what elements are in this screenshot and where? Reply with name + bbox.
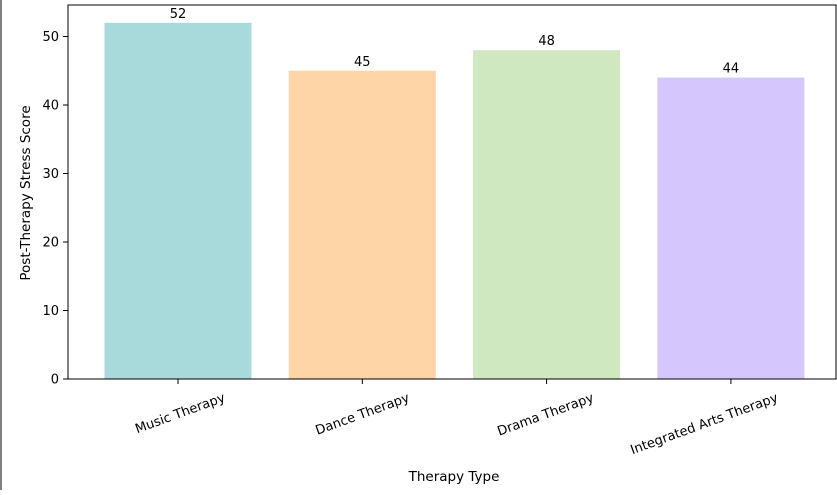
y-tick-label: 30 [42,167,59,182]
data-label: 44 [723,62,740,77]
x-tick-label: Dance Therapy [314,391,412,439]
y-tick-label: 0 [51,373,59,388]
y-tick-label: 40 [42,99,59,114]
y-tick-label: 10 [42,304,59,319]
data-label: 52 [170,7,187,22]
x-tick-label: Music Therapy [133,391,227,438]
y-tick-label: 20 [42,236,59,251]
y-axis-label: Post-Therapy Stress Score [18,105,34,280]
x-axis-label: Therapy Type [408,469,500,485]
bar-music-therapy [104,22,252,380]
bar-drama-therapy [473,50,621,379]
bars-layer [104,22,805,380]
plot-frame [67,4,837,380]
x-tick-label: Drama Therapy [495,391,596,440]
x-tick-label: Integrated Arts Therapy [629,391,781,459]
bar-integrated-arts-therapy [657,77,805,379]
bar-dance-therapy [288,70,436,379]
data-label: 48 [538,34,555,49]
data-label: 45 [354,55,371,70]
y-tick-label: 50 [42,30,59,45]
